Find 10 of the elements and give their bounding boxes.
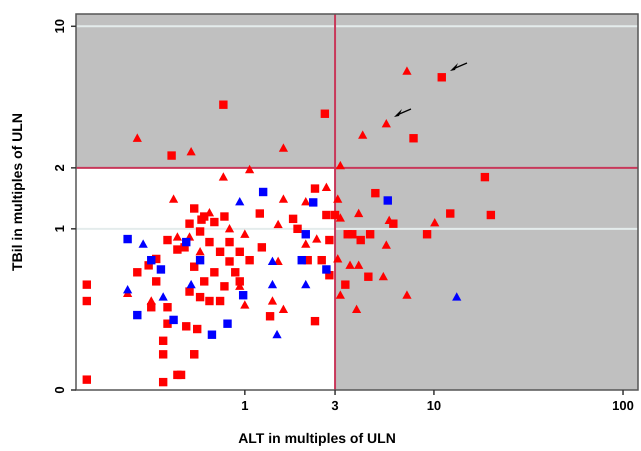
x-tick-label: 10 bbox=[426, 398, 442, 413]
y-tick-label: 10 bbox=[52, 19, 67, 34]
y-axis-title: TBil in multiples of ULN bbox=[9, 113, 25, 271]
x-tick-label: 3 bbox=[331, 398, 339, 413]
x-axis-title: ALT in multiples of ULN bbox=[238, 430, 396, 446]
x-tick-label: 100 bbox=[612, 398, 634, 413]
x-tick-label: 1 bbox=[241, 398, 248, 413]
y-tick-label: 2 bbox=[52, 164, 67, 172]
y-tick-label: 0 bbox=[52, 386, 67, 394]
y-tick-label: 1 bbox=[52, 225, 67, 232]
